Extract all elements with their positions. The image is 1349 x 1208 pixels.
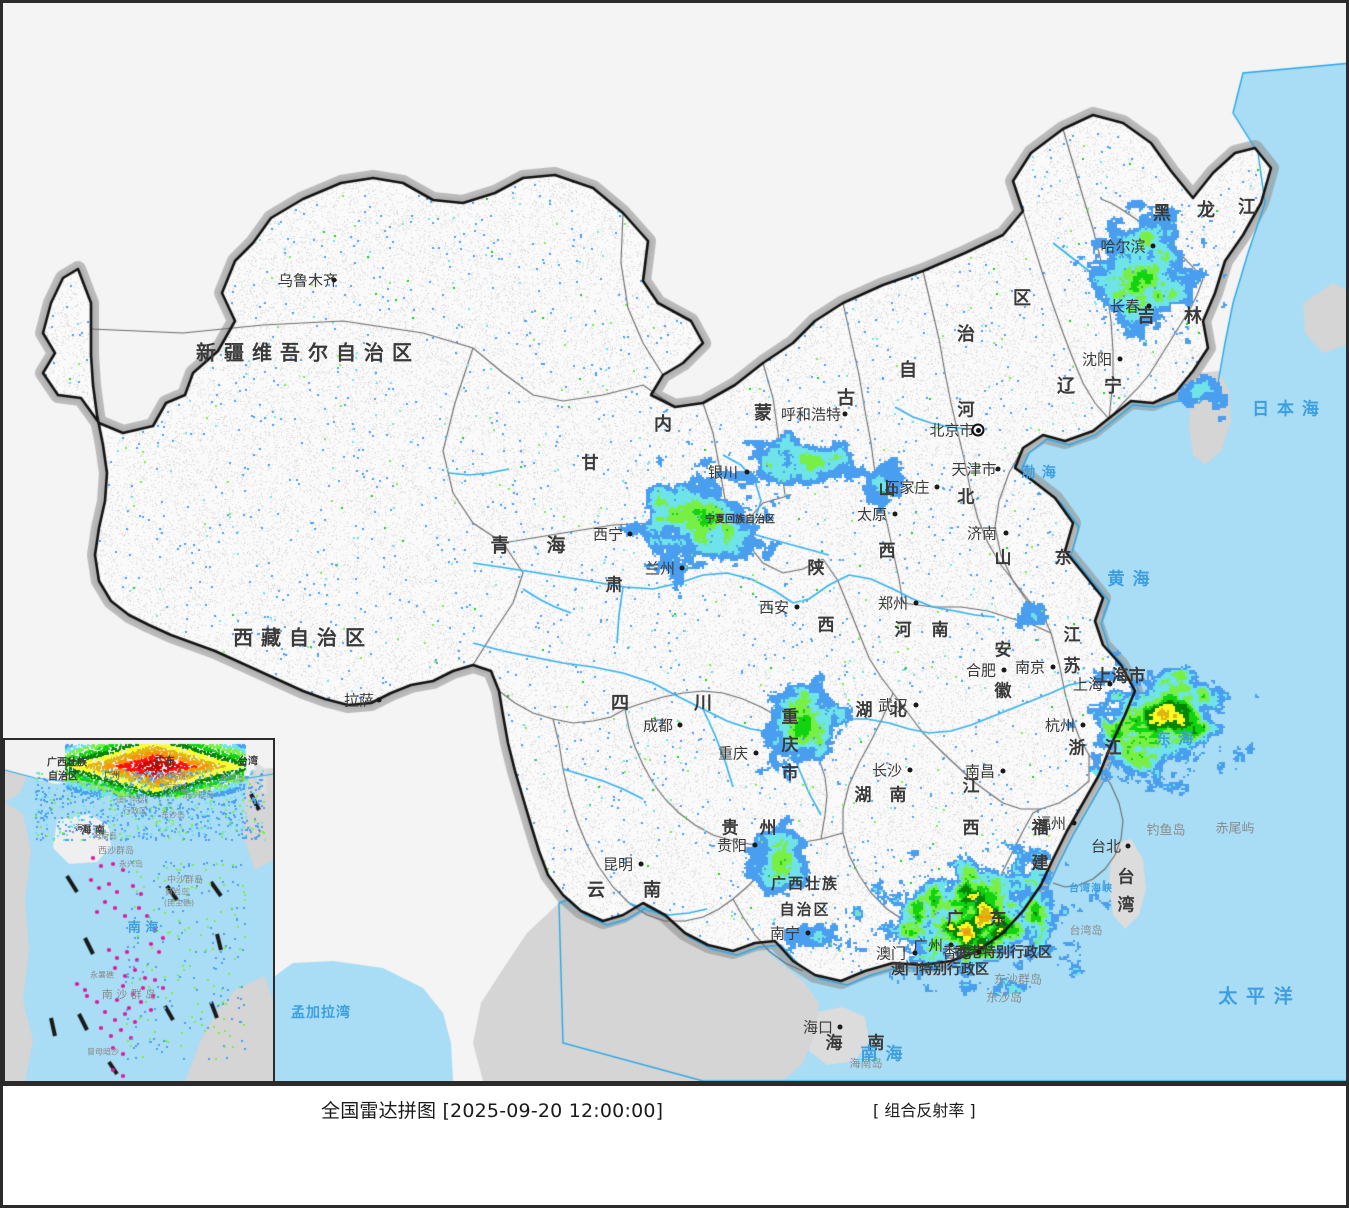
page-title: 全国雷达拼图 [2025-09-20 12:00:00] [321, 1100, 664, 1122]
product-type-label: [ 组合反射率 ] [873, 1101, 976, 1120]
inset-canvas [5, 740, 273, 1081]
radar-map-panel[interactable]: 新疆维吾尔自治区 西藏自治区青海内蒙古自治区甘肃宁夏回族自治区陕西山西河北山东河南… [0, 0, 1349, 1084]
south-china-sea-inset[interactable]: 广西壮族 自治区 广东 台湾 广州 香港特别 行政区 台湾岛 澳门特别 行政区 东沙群岛 东沙岛 海口海… [3, 738, 275, 1081]
legend-panel: 全国雷达拼图 [2025-09-20 12:00:00] [ 组合反射率 ] 5… [0, 1084, 1349, 1208]
title-row: 全国雷达拼图 [2025-09-20 12:00:00] [ 组合反射率 ] [3, 1096, 1346, 1122]
